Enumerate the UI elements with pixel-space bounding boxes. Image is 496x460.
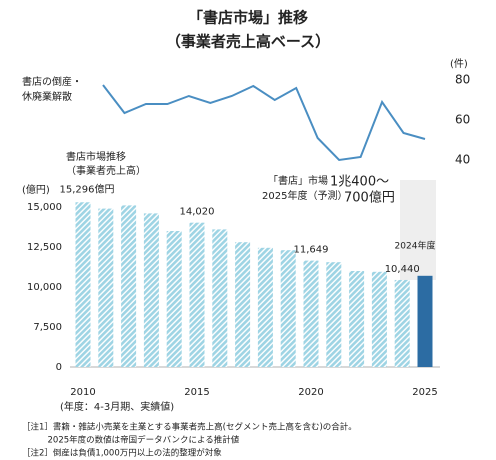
annotation: 2025年度（予測） (262, 189, 347, 202)
note: ［注2］倒産は負債1,000万円以上の法的整理が対象 (22, 448, 222, 459)
y-tick-label: 15,000 (27, 202, 62, 213)
chart-title: 「書店市場」推移 (188, 9, 308, 27)
annotation: 2024年度 (395, 240, 436, 252)
y-tick-label: 10,000 (27, 282, 62, 293)
x-note: (年度：4-3月期、実績値) (60, 400, 174, 413)
bar-label: （事業者売上高） (66, 164, 146, 177)
line-unit: (件) (450, 58, 468, 70)
bar (121, 205, 137, 367)
bar (394, 279, 410, 367)
bar (235, 242, 251, 367)
x-tick-label: 2010 (70, 387, 95, 398)
bar (280, 250, 296, 367)
bar (75, 202, 91, 367)
bar (189, 222, 205, 367)
value-label: 10,440 (385, 264, 420, 275)
annotation: 「書店」市場 (268, 174, 328, 187)
x-tick-label: 2020 (298, 387, 323, 398)
annotation: 700億円 (344, 190, 395, 206)
bar (349, 271, 365, 367)
y2-tick-label: 40 (455, 153, 470, 167)
bar (166, 231, 182, 367)
bar (417, 275, 433, 367)
value-label: 14,020 (180, 207, 215, 218)
note: 2025年度の数値は帝国データバンクによる推計値 (22, 435, 240, 446)
x-tick-label: 2025 (412, 387, 437, 398)
bar (98, 208, 114, 367)
line (102, 84, 426, 162)
y2-tick-label: 80 (455, 73, 470, 87)
bar-label: 書店市場推移 (66, 150, 126, 163)
forecast-shade (400, 180, 436, 280)
bar (212, 229, 228, 367)
bar (303, 260, 319, 367)
y-tick-label: 12,500 (27, 242, 62, 253)
chart-subtitle: （事業者売上高ベース） (166, 33, 330, 51)
bar (326, 262, 342, 367)
x-tick-label: 2015 (184, 387, 209, 398)
bar (257, 247, 273, 367)
bar (371, 271, 387, 367)
y-tick-label: 7,500 (33, 322, 62, 333)
value-label: 15,296億円 (60, 182, 115, 195)
line-label: 書店の倒産・ (22, 75, 82, 88)
y2-tick-label: 60 (455, 113, 470, 127)
y-tick-label: 0 (56, 362, 62, 373)
note: ［注1］書籍・雑誌小売業を主業とする事業者売上高(セグメント売上高を含む)の合計… (22, 422, 357, 433)
bar-unit: (億円) (22, 183, 50, 196)
value-label: 11,649 (294, 245, 329, 256)
bar (143, 213, 159, 367)
line-label: 休廃業解散 (22, 90, 72, 103)
annotation: 1兆400～ (330, 175, 389, 190)
